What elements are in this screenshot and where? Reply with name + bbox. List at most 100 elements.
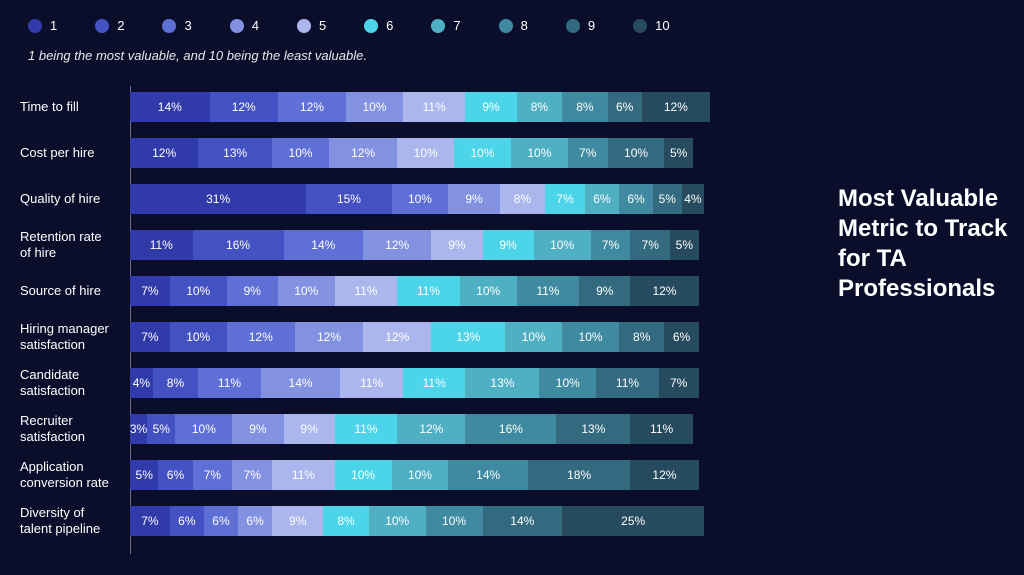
- row-label: Time to fill: [20, 92, 114, 122]
- legend-item: 7: [431, 18, 460, 33]
- bar-segment: 4%: [130, 368, 153, 398]
- bar-segment: 7%: [130, 322, 170, 352]
- chart-title: Most Valuable Metric to Track for TA Pro…: [838, 184, 1008, 304]
- bar-row: 7%10%9%10%11%11%10%11%9%12%: [130, 276, 710, 306]
- chart-stage: 12345678910 1 being the most valuable, a…: [0, 0, 1024, 575]
- bar-segment: 12%: [397, 414, 465, 444]
- legend-swatch: [230, 19, 244, 33]
- row-label: Application conversion rate: [20, 460, 114, 490]
- bar-segment: 10%: [369, 506, 426, 536]
- bar-segment: 10%: [397, 138, 454, 168]
- legend-label: 6: [386, 18, 393, 33]
- bar-segment: 10%: [272, 138, 329, 168]
- bar-row: 11%16%14%12%9%9%10%7%7%5%: [130, 230, 710, 260]
- bar-segment: 6%: [664, 322, 698, 352]
- row-label: Source of hire: [20, 276, 114, 306]
- bar-segment: 8%: [323, 506, 368, 536]
- bar-segment: 12%: [630, 276, 698, 306]
- bar-segment: 8%: [500, 184, 545, 214]
- row-label: Recruiter satisfaction: [20, 414, 114, 444]
- bar-segment: 10%: [454, 138, 511, 168]
- bar-segment: 5%: [130, 460, 158, 490]
- bar-segment: 13%: [198, 138, 272, 168]
- legend-label: 1: [50, 18, 57, 33]
- bar-segment: 12%: [210, 92, 278, 122]
- bar-segment: 31%: [130, 184, 306, 214]
- bar-segment: 8%: [562, 92, 607, 122]
- legend-label: 10: [655, 18, 669, 33]
- bar-segment: 10%: [392, 184, 449, 214]
- legend-label: 9: [588, 18, 595, 33]
- bar-segment: 12%: [329, 138, 397, 168]
- bar-segment: 9%: [448, 184, 499, 214]
- bar-segment: 14%: [130, 92, 210, 122]
- bar-segment: 13%: [556, 414, 630, 444]
- legend-label: 4: [252, 18, 259, 33]
- row-label: Quality of hire: [20, 184, 114, 214]
- legend-swatch: [95, 19, 109, 33]
- bar-segment: 5%: [664, 138, 692, 168]
- bar-segment: 8%: [619, 322, 664, 352]
- bar-segment: 12%: [278, 92, 346, 122]
- bar-segment: 11%: [596, 368, 659, 398]
- bar-segment: 6%: [170, 506, 204, 536]
- bar-segment: 12%: [363, 322, 431, 352]
- bar-segment: 9%: [232, 414, 283, 444]
- bar-segment: 10%: [175, 414, 232, 444]
- bar-segment: 12%: [295, 322, 363, 352]
- row-label: Hiring manager satisfaction: [20, 322, 114, 352]
- bar-segment: 14%: [448, 460, 528, 490]
- legend-item: 10: [633, 18, 669, 33]
- legend-label: 2: [117, 18, 124, 33]
- bar-segment: 10%: [562, 322, 619, 352]
- legend-swatch: [566, 19, 580, 33]
- legend-swatch: [297, 19, 311, 33]
- bar-segment: 12%: [363, 230, 431, 260]
- bar-segment: 8%: [517, 92, 562, 122]
- bar-segment: 11%: [403, 92, 466, 122]
- bar-segment: 11%: [198, 368, 261, 398]
- bar-segment: 10%: [608, 138, 665, 168]
- legend-item: 4: [230, 18, 259, 33]
- legend-label: 5: [319, 18, 326, 33]
- bar-segment: 5%: [653, 184, 681, 214]
- bar-segment: 12%: [630, 460, 698, 490]
- bar-segment: 10%: [278, 276, 335, 306]
- bar-segment: 9%: [272, 506, 323, 536]
- bar-segment: 7%: [568, 138, 608, 168]
- bar-segment: 10%: [426, 506, 483, 536]
- legend-item: 9: [566, 18, 595, 33]
- legend-item: 8: [499, 18, 528, 33]
- bar-segment: 25%: [562, 506, 704, 536]
- bar-segment: 7%: [591, 230, 631, 260]
- legend-swatch: [499, 19, 513, 33]
- bar-segment: 11%: [630, 414, 693, 444]
- bar-segment: 9%: [579, 276, 630, 306]
- legend-swatch: [633, 19, 647, 33]
- bar-segment: 7%: [659, 368, 699, 398]
- bar-segment: 5%: [147, 414, 175, 444]
- bar-segment: 11%: [403, 368, 466, 398]
- bar-row: 31%15%10%9%8%7%6%6%5%4%: [130, 184, 710, 214]
- bar-row: 7%6%6%6%9%8%10%10%14%25%: [130, 506, 710, 536]
- bar-segment: 16%: [465, 414, 556, 444]
- bar-segment: 15%: [306, 184, 391, 214]
- bar-row: 7%10%12%12%12%13%10%10%8%6%: [130, 322, 710, 352]
- bar-segment: 7%: [130, 506, 170, 536]
- bar-segment: 6%: [608, 92, 642, 122]
- bar-segment: 10%: [539, 368, 596, 398]
- legend-label: 3: [184, 18, 191, 33]
- bar-row: 3%5%10%9%9%11%12%16%13%11%: [130, 414, 710, 444]
- bar-segment: 6%: [585, 184, 619, 214]
- legend-item: 2: [95, 18, 124, 33]
- bar-segment: 5%: [670, 230, 698, 260]
- legend-item: 1: [28, 18, 57, 33]
- bar-segment: 9%: [465, 92, 516, 122]
- bar-segment: 12%: [227, 322, 295, 352]
- bar-segment: 6%: [238, 506, 272, 536]
- bar-segment: 10%: [392, 460, 449, 490]
- chart-area: Time to fill14%12%12%10%11%9%8%8%6%12%Co…: [20, 92, 710, 536]
- legend-swatch: [431, 19, 445, 33]
- bar-segment: 11%: [397, 276, 460, 306]
- bar-segment: 7%: [193, 460, 233, 490]
